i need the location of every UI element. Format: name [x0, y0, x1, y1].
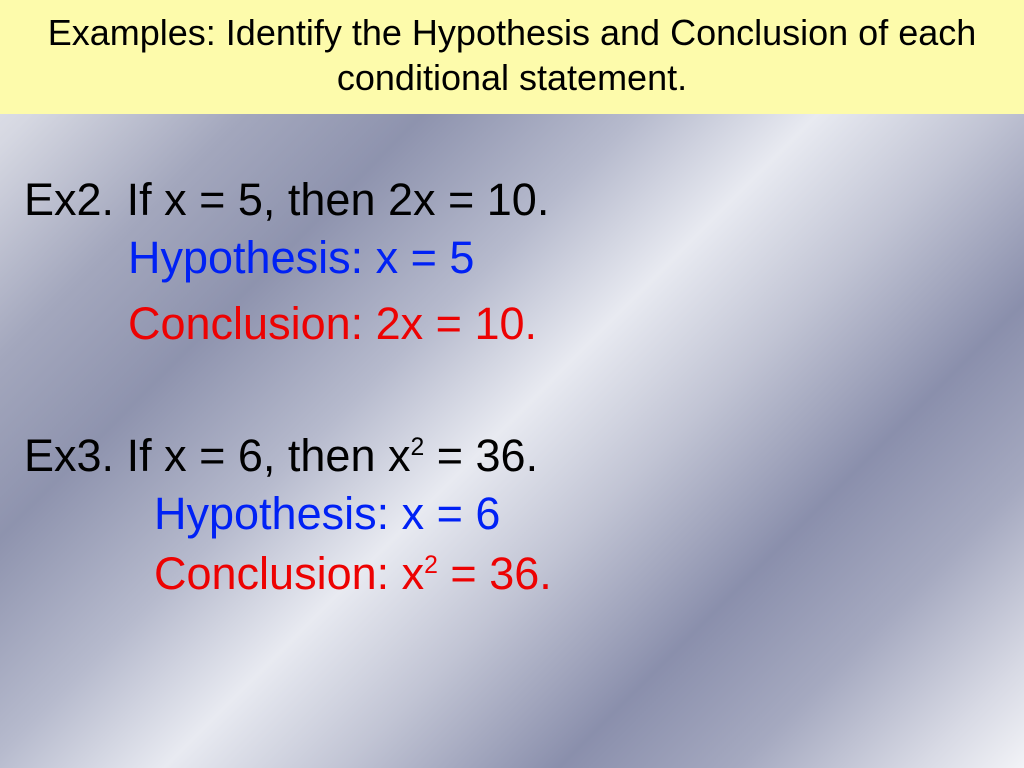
example-statement: Ex3. If x = 6, then x2 = 36.	[24, 430, 1004, 482]
example-label: Ex3.	[24, 430, 114, 481]
example-text: If x = 5, then 2x = 10.	[127, 174, 550, 225]
slide-content: Ex2. If x = 5, then 2x = 10. Hypothesis:…	[0, 114, 1024, 600]
conclusion-line: Conclusion: x2 = 36.	[154, 548, 1004, 600]
conclusion-line: Conclusion: 2x = 10.	[128, 298, 1004, 350]
example-block-2: Ex2. If x = 5, then 2x = 10. Hypothesis:…	[24, 174, 1004, 350]
hypothesis-line: Hypothesis: x = 6	[154, 488, 1004, 540]
example-label: Ex2.	[24, 174, 114, 225]
hypothesis-line: Hypothesis: x = 5	[128, 232, 1004, 284]
title-bar: Examples: Identify the Hypothesis and Co…	[0, 0, 1024, 114]
example-text: If x = 6, then x2 = 36.	[127, 430, 539, 481]
example-block-3: Ex3. If x = 6, then x2 = 36. Hypothesis:…	[24, 430, 1004, 600]
example-statement: Ex2. If x = 5, then 2x = 10.	[24, 174, 1004, 226]
